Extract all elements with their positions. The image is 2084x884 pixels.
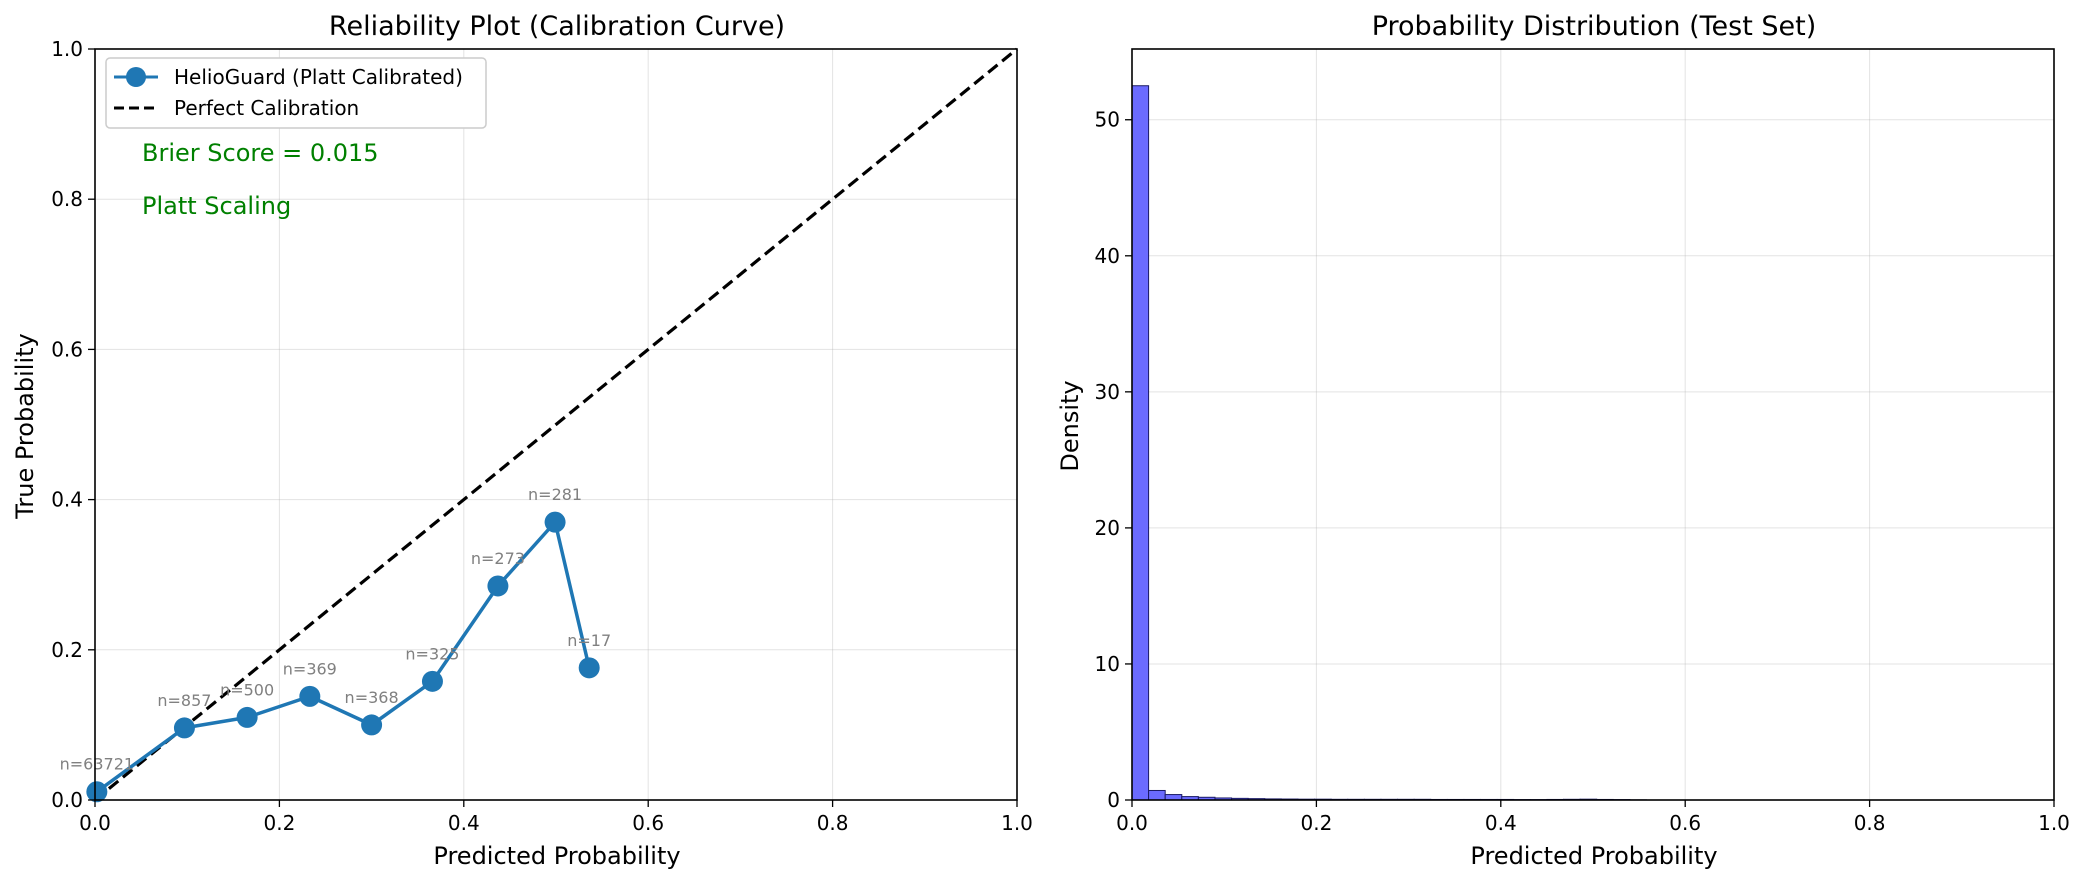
bin-count-label: n=63721 [60,755,134,774]
calibration-point [421,670,443,692]
perfect-calibration-group [93,47,1019,802]
calibration-point [173,717,195,739]
histogram-x-ticks: 0.0 0.2 0.4 0.6 0.8 1.0 [1116,800,2070,835]
x-tick-label: 0.0 [1116,811,1148,835]
x-tick-label: 0.6 [1669,811,1701,835]
calibration-point [236,706,258,728]
histogram-axes-frame [1131,48,2055,801]
reliability-plot: n=63721 n=857 n=500 n=369 n=368 n=325 n=273 n=2… [11,11,1033,870]
histogram-x-label: Predicted Probability [1470,842,1717,870]
calibration-point [361,714,383,736]
perfect-calibration-line [93,47,1019,802]
reliability-legend: HelioGuard (Platt Calibrated) Perfect Ca… [105,57,487,129]
legend-helioguard-marker [126,67,146,87]
y-tick-label: 20 [1095,516,1120,540]
legend-box [105,57,487,129]
histogram-title: Probability Distribution (Test Set) [1372,11,1817,42]
legend-perfect-label: Perfect Calibration [174,96,359,120]
y-tick-label: 0.0 [51,788,83,812]
y-tick-label: 0 [1107,788,1120,812]
histogram-bar [1148,789,1166,801]
calibration-point [578,657,600,679]
reliability-title: Reliability Plot (Calibration Curve) [329,11,785,42]
y-tick-label: 10 [1095,652,1120,676]
x-tick-label: 0.4 [448,811,480,835]
x-tick-label: 1.0 [1001,811,1033,835]
reliability-x-ticks: 0.0 0.2 0.4 0.6 0.8 1.0 [79,800,1033,835]
calibration-point [487,575,509,597]
method-annotation: Platt Scaling [142,192,291,220]
histogram-y-ticks: 0 10 20 30 40 50 [1095,108,1132,812]
histogram-y-label: Density [1056,380,1084,471]
bin-count-label: n=17 [567,631,611,650]
legend-helioguard-label: HelioGuard (Platt Calibrated) [174,65,463,89]
y-tick-label: 0.4 [51,488,83,512]
distribution-histogram: 0.0 0.2 0.4 0.6 0.8 1.0 0 10 20 30 40 50 Probabili… [1056,11,2070,870]
y-tick-label: 1.0 [51,37,83,61]
y-tick-label: 0.8 [51,187,83,211]
x-tick-label: 0.4 [1485,811,1517,835]
calibration-point [544,511,566,533]
histogram-bar [1164,794,1183,801]
calibration-point [299,685,321,707]
bin-count-label: n=368 [345,688,399,707]
calibration-point [86,781,108,803]
calibration-series-group [86,511,600,803]
bin-count-label: n=369 [283,659,337,678]
y-tick-label: 0.2 [51,638,83,662]
bin-count-label: n=281 [528,485,582,504]
bin-count-label: n=857 [157,691,211,710]
x-tick-label: 0.2 [1300,811,1332,835]
reliability-axes-frame [94,48,1018,801]
x-tick-label: 0.6 [632,811,664,835]
x-tick-label: 1.0 [2038,811,2070,835]
bin-count-labels: n=63721 n=857 n=500 n=369 n=368 n=325 n=273 n=2… [60,485,612,774]
reliability-y-ticks: 0.0 0.2 0.4 0.6 0.8 1.0 [51,37,95,812]
bin-count-label: n=500 [220,680,274,699]
x-tick-label: 0.8 [1854,811,1886,835]
reliability-x-label: Predicted Probability [433,842,680,870]
y-tick-label: 30 [1095,380,1120,404]
x-tick-label: 0.2 [263,811,295,835]
y-tick-label: 50 [1095,108,1120,132]
bin-count-label: n=325 [405,644,459,663]
bin-count-label: n=273 [471,549,525,568]
brier-score-annotation: Brier Score = 0.015 [142,139,379,167]
x-tick-label: 0.0 [79,811,111,835]
reliability-y-label: True Probability [11,333,39,519]
x-tick-label: 0.8 [817,811,849,835]
y-tick-label: 40 [1095,244,1120,268]
y-tick-label: 0.6 [51,337,83,361]
histogram-bar [1131,85,1150,801]
